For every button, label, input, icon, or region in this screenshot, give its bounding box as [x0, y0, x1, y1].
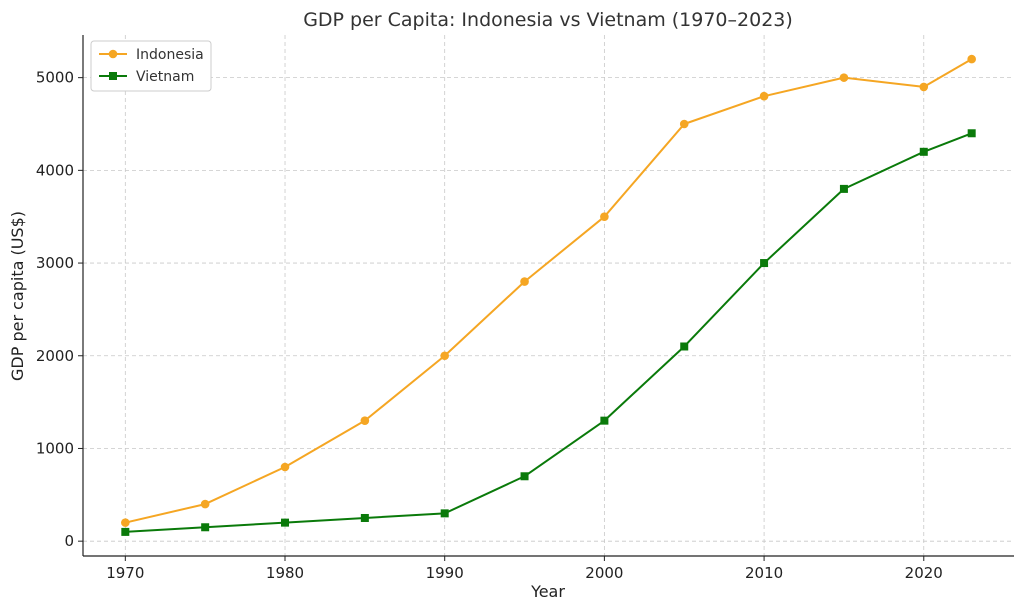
vietnam-point	[201, 523, 210, 532]
y-tick-label: 5000	[36, 69, 74, 87]
y-tick-label: 2000	[36, 347, 74, 365]
y-tick-label: 3000	[36, 254, 74, 272]
vietnam-point	[121, 527, 130, 536]
y-tick-label: 0	[64, 532, 74, 550]
indonesia-point	[967, 54, 976, 64]
vietnam-point	[520, 472, 529, 481]
vietnam-point	[281, 518, 290, 527]
x-tick-label: 2000	[585, 564, 623, 582]
indonesia-point	[679, 119, 689, 129]
x-tick-label: 2010	[745, 564, 783, 582]
indonesia-point	[839, 73, 849, 82]
indonesia-point	[919, 82, 929, 92]
x-tick-label: 1980	[266, 564, 304, 582]
x-tick-label: 2020	[905, 564, 943, 582]
series-layer	[121, 54, 976, 536]
axes	[78, 35, 1014, 561]
y-axis-title: GDP per capita (US$)	[8, 211, 27, 381]
indonesia-point	[440, 351, 450, 361]
vietnam-point	[600, 416, 609, 425]
legend: Indonesia Vietnam	[90, 40, 212, 92]
vietnam-legend-marker	[109, 72, 117, 80]
indonesia-point	[520, 277, 529, 286]
x-tick-label: 1990	[426, 564, 464, 582]
y-tick-label: 4000	[36, 161, 74, 179]
chart-title: GDP per Capita: Indonesia vs Vietnam (19…	[303, 9, 793, 31]
vietnam-point	[440, 509, 449, 518]
y-tick-label: 1000	[36, 439, 74, 457]
vietnam-point	[967, 129, 976, 138]
indonesia-point	[280, 462, 290, 472]
vietnam-point	[760, 259, 769, 268]
indonesia-point	[600, 212, 609, 222]
tick-labels: 1970 1980 1990 2000 2010 2020 0 1000 2000 3000 400…	[36, 69, 943, 582]
x-tick-label: 1970	[106, 564, 144, 582]
indonesia-point	[200, 499, 210, 509]
x-axis-title: Year	[530, 582, 565, 601]
indonesia-point	[759, 91, 769, 101]
vietnam-line	[125, 132, 973, 533]
indonesia-point	[360, 416, 370, 425]
vietnam-point	[360, 513, 369, 522]
vietnam-point	[919, 147, 928, 156]
indonesia-legend-label: Indonesia	[136, 47, 204, 63]
indonesia-point	[121, 518, 130, 527]
vietnam-point	[680, 342, 689, 351]
vietnam-point	[839, 184, 848, 193]
indonesia-line	[125, 58, 973, 524]
grid-lines	[83, 35, 1014, 556]
vietnam-legend-label: Vietnam	[136, 69, 194, 85]
indonesia-legend-marker	[108, 49, 118, 59]
